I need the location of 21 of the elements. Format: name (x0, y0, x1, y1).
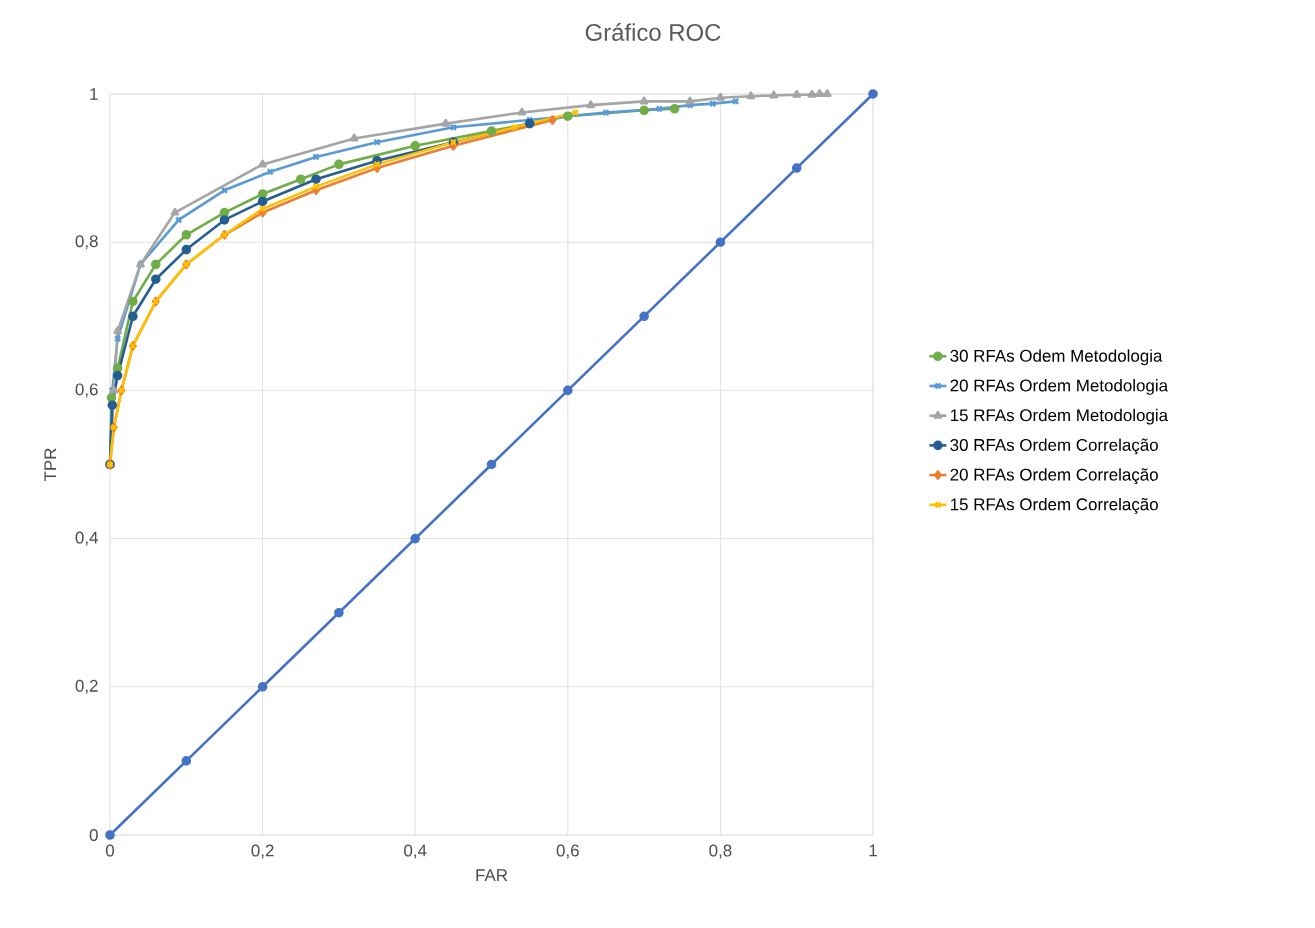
legend-label: 20 RFAs Ordem Metodologia (950, 379, 1169, 395)
x-tick-label: 0 (105, 844, 115, 857)
x-axis-title: FAR (476, 869, 508, 881)
chart-title: Gráfico ROC (585, 23, 721, 41)
legend-label: 30 RFAs Odem Metodologia (950, 349, 1163, 366)
legend-label: 20 RFAs Ordem Correlação (950, 468, 1158, 485)
y-tick-label: 0,2 (75, 679, 98, 694)
x-tick-label: 0,6 (556, 844, 579, 859)
y-tick-label: 0,6 (75, 383, 98, 398)
y-tick-label: 0,4 (75, 531, 98, 546)
x-tick-label: 1 (869, 844, 877, 857)
y-tick-label: 1 (90, 88, 98, 100)
legend-label: 30 RFAs Ordem Correlação (950, 438, 1158, 455)
x-tick-label: 0,8 (709, 844, 732, 859)
legend-label: 15 RFAs Ordem Correlação (950, 497, 1158, 514)
legend-label: 15 RFAs Ordem Metodologia (950, 408, 1169, 425)
y-tick-label: 0,8 (75, 235, 98, 250)
x-tick-label: 0,4 (404, 844, 427, 859)
y-axis-title: TPR (44, 448, 57, 482)
x-tick-label: 0,2 (251, 844, 274, 859)
y-tick-label: 0 (89, 829, 98, 841)
